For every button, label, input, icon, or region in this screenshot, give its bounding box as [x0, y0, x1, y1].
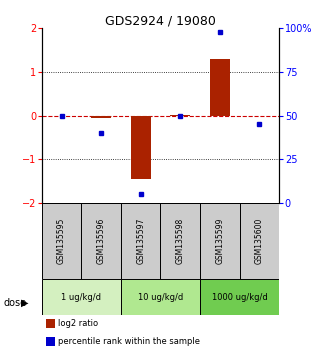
Text: 1000 ug/kg/d: 1000 ug/kg/d	[212, 293, 268, 302]
Bar	[121, 203, 160, 279]
Bar	[47, 319, 55, 328]
Text: log2 ratio: log2 ratio	[58, 319, 99, 329]
Text: 1 ug/kg/d: 1 ug/kg/d	[61, 293, 101, 302]
Text: 10 ug/kg/d: 10 ug/kg/d	[138, 293, 183, 302]
Text: dose: dose	[3, 298, 26, 308]
Text: GSM135599: GSM135599	[215, 218, 224, 264]
Bar	[240, 203, 279, 279]
Title: GDS2924 / 19080: GDS2924 / 19080	[105, 14, 216, 27]
Text: GSM135597: GSM135597	[136, 218, 145, 264]
Bar	[81, 203, 121, 279]
Bar	[91, 116, 111, 118]
Bar	[131, 116, 151, 179]
Bar	[121, 279, 200, 315]
Bar	[200, 279, 279, 315]
Bar	[47, 337, 55, 346]
Text: GSM135600: GSM135600	[255, 218, 264, 264]
Text: GSM135596: GSM135596	[97, 218, 106, 264]
Text: GSM135598: GSM135598	[176, 218, 185, 264]
Bar	[160, 203, 200, 279]
Bar	[200, 203, 240, 279]
Text: GSM135595: GSM135595	[57, 218, 66, 264]
Bar	[170, 115, 190, 116]
Text: percentile rank within the sample: percentile rank within the sample	[58, 337, 200, 346]
Bar	[42, 203, 81, 279]
Bar	[42, 279, 121, 315]
Text: ▶: ▶	[21, 298, 28, 308]
Bar	[210, 59, 230, 116]
